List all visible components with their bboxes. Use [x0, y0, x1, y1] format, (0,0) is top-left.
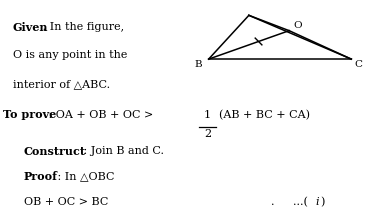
Text: ...(: ...( — [293, 197, 308, 207]
Text: 2: 2 — [204, 129, 211, 139]
Text: 1: 1 — [204, 110, 211, 120]
Text: To prove: To prove — [3, 110, 56, 120]
Text: Construct: Construct — [24, 146, 86, 157]
Text: B: B — [194, 60, 202, 69]
Text: O: O — [294, 21, 302, 30]
Text: (AB + BC + CA): (AB + BC + CA) — [219, 110, 310, 120]
Text: Proof: Proof — [24, 171, 58, 182]
Text: interior of △ABC.: interior of △ABC. — [13, 79, 110, 89]
Text: C: C — [354, 60, 362, 69]
Text: : In the figure,: : In the figure, — [39, 22, 124, 32]
Text: i: i — [315, 197, 319, 207]
Text: Given: Given — [13, 22, 48, 33]
Text: .: . — [271, 197, 274, 207]
Text: ): ) — [321, 197, 325, 207]
Text: : Join B and C.: : Join B and C. — [80, 146, 164, 156]
Text: : OA + OB + OC >: : OA + OB + OC > — [45, 110, 156, 120]
Text: OB + OC > BC: OB + OC > BC — [24, 197, 108, 207]
Text: : In △OBC: : In △OBC — [54, 171, 115, 181]
Text: O is any point in the: O is any point in the — [13, 50, 127, 60]
